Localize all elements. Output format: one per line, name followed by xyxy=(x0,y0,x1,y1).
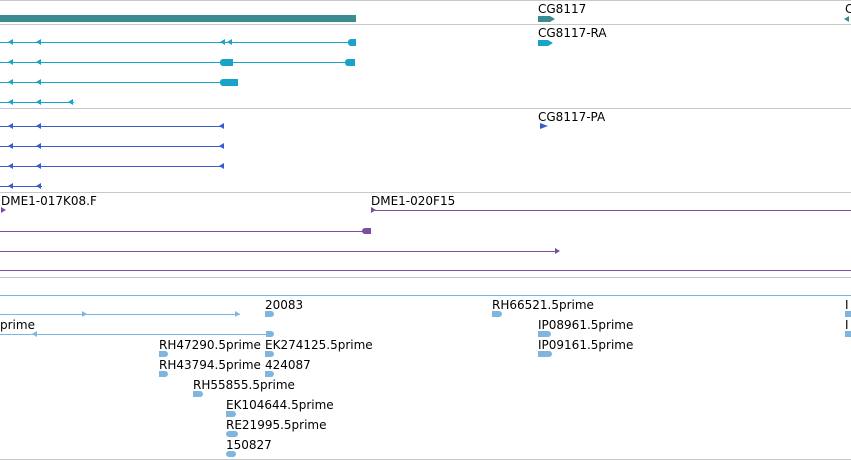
track-separator xyxy=(0,24,851,25)
transcript-arrow xyxy=(36,59,41,65)
est-label: RH43794.5prime xyxy=(159,358,261,372)
gene-direction-arrow-partial xyxy=(844,16,849,22)
est-label: EK104644.5prime xyxy=(226,398,334,412)
est-feature[interactable] xyxy=(265,371,274,377)
transcript-label-ra: CG8117-RA xyxy=(538,26,607,40)
est-label: I xyxy=(845,318,849,332)
est-label: IP08961.5prime xyxy=(538,318,634,332)
est-label: prime xyxy=(0,318,35,332)
est-feature[interactable] xyxy=(845,311,851,317)
transcript-arrow xyxy=(8,39,13,45)
transcript-arrow xyxy=(68,99,73,105)
gene-feature-cg8117[interactable] xyxy=(538,16,550,22)
transcript-intron-line xyxy=(0,82,237,83)
est-label: EK274125.5prime xyxy=(265,338,373,352)
protein-arrow xyxy=(8,183,13,189)
est-label: 424087 xyxy=(265,358,311,372)
est-arrow xyxy=(32,331,37,337)
est-arrow xyxy=(82,311,87,317)
est-feature[interactable] xyxy=(538,331,551,337)
est-feature[interactable] xyxy=(265,351,274,357)
est-feature[interactable] xyxy=(845,331,851,337)
est-label: I xyxy=(845,298,849,312)
protein-line xyxy=(0,126,224,127)
est-label: RE21995.5prime xyxy=(226,418,327,432)
transcript-intron-line xyxy=(0,42,355,43)
est-track-top-border xyxy=(0,295,851,296)
clone-line xyxy=(0,231,366,232)
protein-arrow xyxy=(219,163,224,169)
est-feature[interactable] xyxy=(159,351,168,357)
transcript-arrow xyxy=(227,39,232,45)
est-arrow xyxy=(235,311,240,317)
transcript-arrow xyxy=(36,39,41,45)
clone-arrow-1[interactable] xyxy=(1,207,6,213)
protein-arrow xyxy=(8,123,13,129)
clone-label-1: DME1-017K08.F xyxy=(1,194,97,208)
gene-label-partial: C xyxy=(845,2,851,16)
clone-line xyxy=(0,251,556,252)
protein-line xyxy=(0,186,42,187)
track-separator xyxy=(0,192,851,193)
transcript-arrow xyxy=(8,99,13,105)
est-label: 20083 xyxy=(265,298,304,312)
clone-arrow xyxy=(371,207,376,213)
est-line xyxy=(0,314,240,315)
est-label: RH55855.5prime xyxy=(193,378,295,392)
est-label: IP09161.5prime xyxy=(538,338,634,352)
transcript-exon xyxy=(220,79,238,86)
gene-span-bar[interactable] xyxy=(0,15,356,22)
clone-line-full[interactable] xyxy=(0,270,851,271)
transcript-exon xyxy=(220,59,233,66)
est-feature[interactable] xyxy=(159,371,168,377)
transcript-arrow xyxy=(36,79,41,85)
gene-direction-arrow xyxy=(550,16,555,22)
transcript-arrow xyxy=(8,59,13,65)
transcript-feature-ra[interactable] xyxy=(538,40,548,46)
protein-arrow xyxy=(36,163,41,169)
est-exon xyxy=(266,331,274,337)
track-separator-top xyxy=(0,0,851,1)
est-label: 150827 xyxy=(226,438,272,452)
clone-arrow xyxy=(555,248,560,254)
transcript-arrow-ra xyxy=(548,40,553,46)
protein-arrow xyxy=(36,123,41,129)
est-feature[interactable] xyxy=(226,451,236,457)
est-feature[interactable] xyxy=(265,311,274,317)
est-line xyxy=(0,334,274,335)
protein-line xyxy=(0,166,224,167)
transcript-exon xyxy=(345,59,355,66)
gene-label-cg8117: CG8117 xyxy=(538,2,587,16)
protein-line xyxy=(0,146,224,147)
protein-label-pa: CG8117-PA xyxy=(538,110,606,124)
clone-line xyxy=(375,210,851,211)
protein-arrow xyxy=(8,143,13,149)
est-feature[interactable] xyxy=(538,351,552,357)
clone-end-block xyxy=(362,228,371,234)
est-feature[interactable] xyxy=(492,311,502,317)
est-label: RH66521.5prime xyxy=(492,298,594,312)
protein-arrow xyxy=(8,163,13,169)
protein-arrow xyxy=(219,143,224,149)
est-feature[interactable] xyxy=(226,431,238,437)
est-feature[interactable] xyxy=(193,391,203,397)
protein-arrow xyxy=(219,123,224,129)
transcript-exon xyxy=(348,39,356,46)
protein-feature-pa[interactable] xyxy=(540,123,548,129)
track-separator xyxy=(0,277,851,278)
est-label: RH47290.5prime xyxy=(159,338,261,352)
track-separator xyxy=(0,108,851,109)
est-feature[interactable] xyxy=(226,411,236,417)
protein-arrow xyxy=(36,143,41,149)
transcript-arrow xyxy=(220,39,225,45)
clone-label-2: DME1-020F15 xyxy=(371,194,456,208)
transcript-intron-line xyxy=(0,62,355,63)
transcript-arrow xyxy=(36,99,41,105)
protein-arrow xyxy=(36,183,41,189)
transcript-arrow xyxy=(8,79,13,85)
